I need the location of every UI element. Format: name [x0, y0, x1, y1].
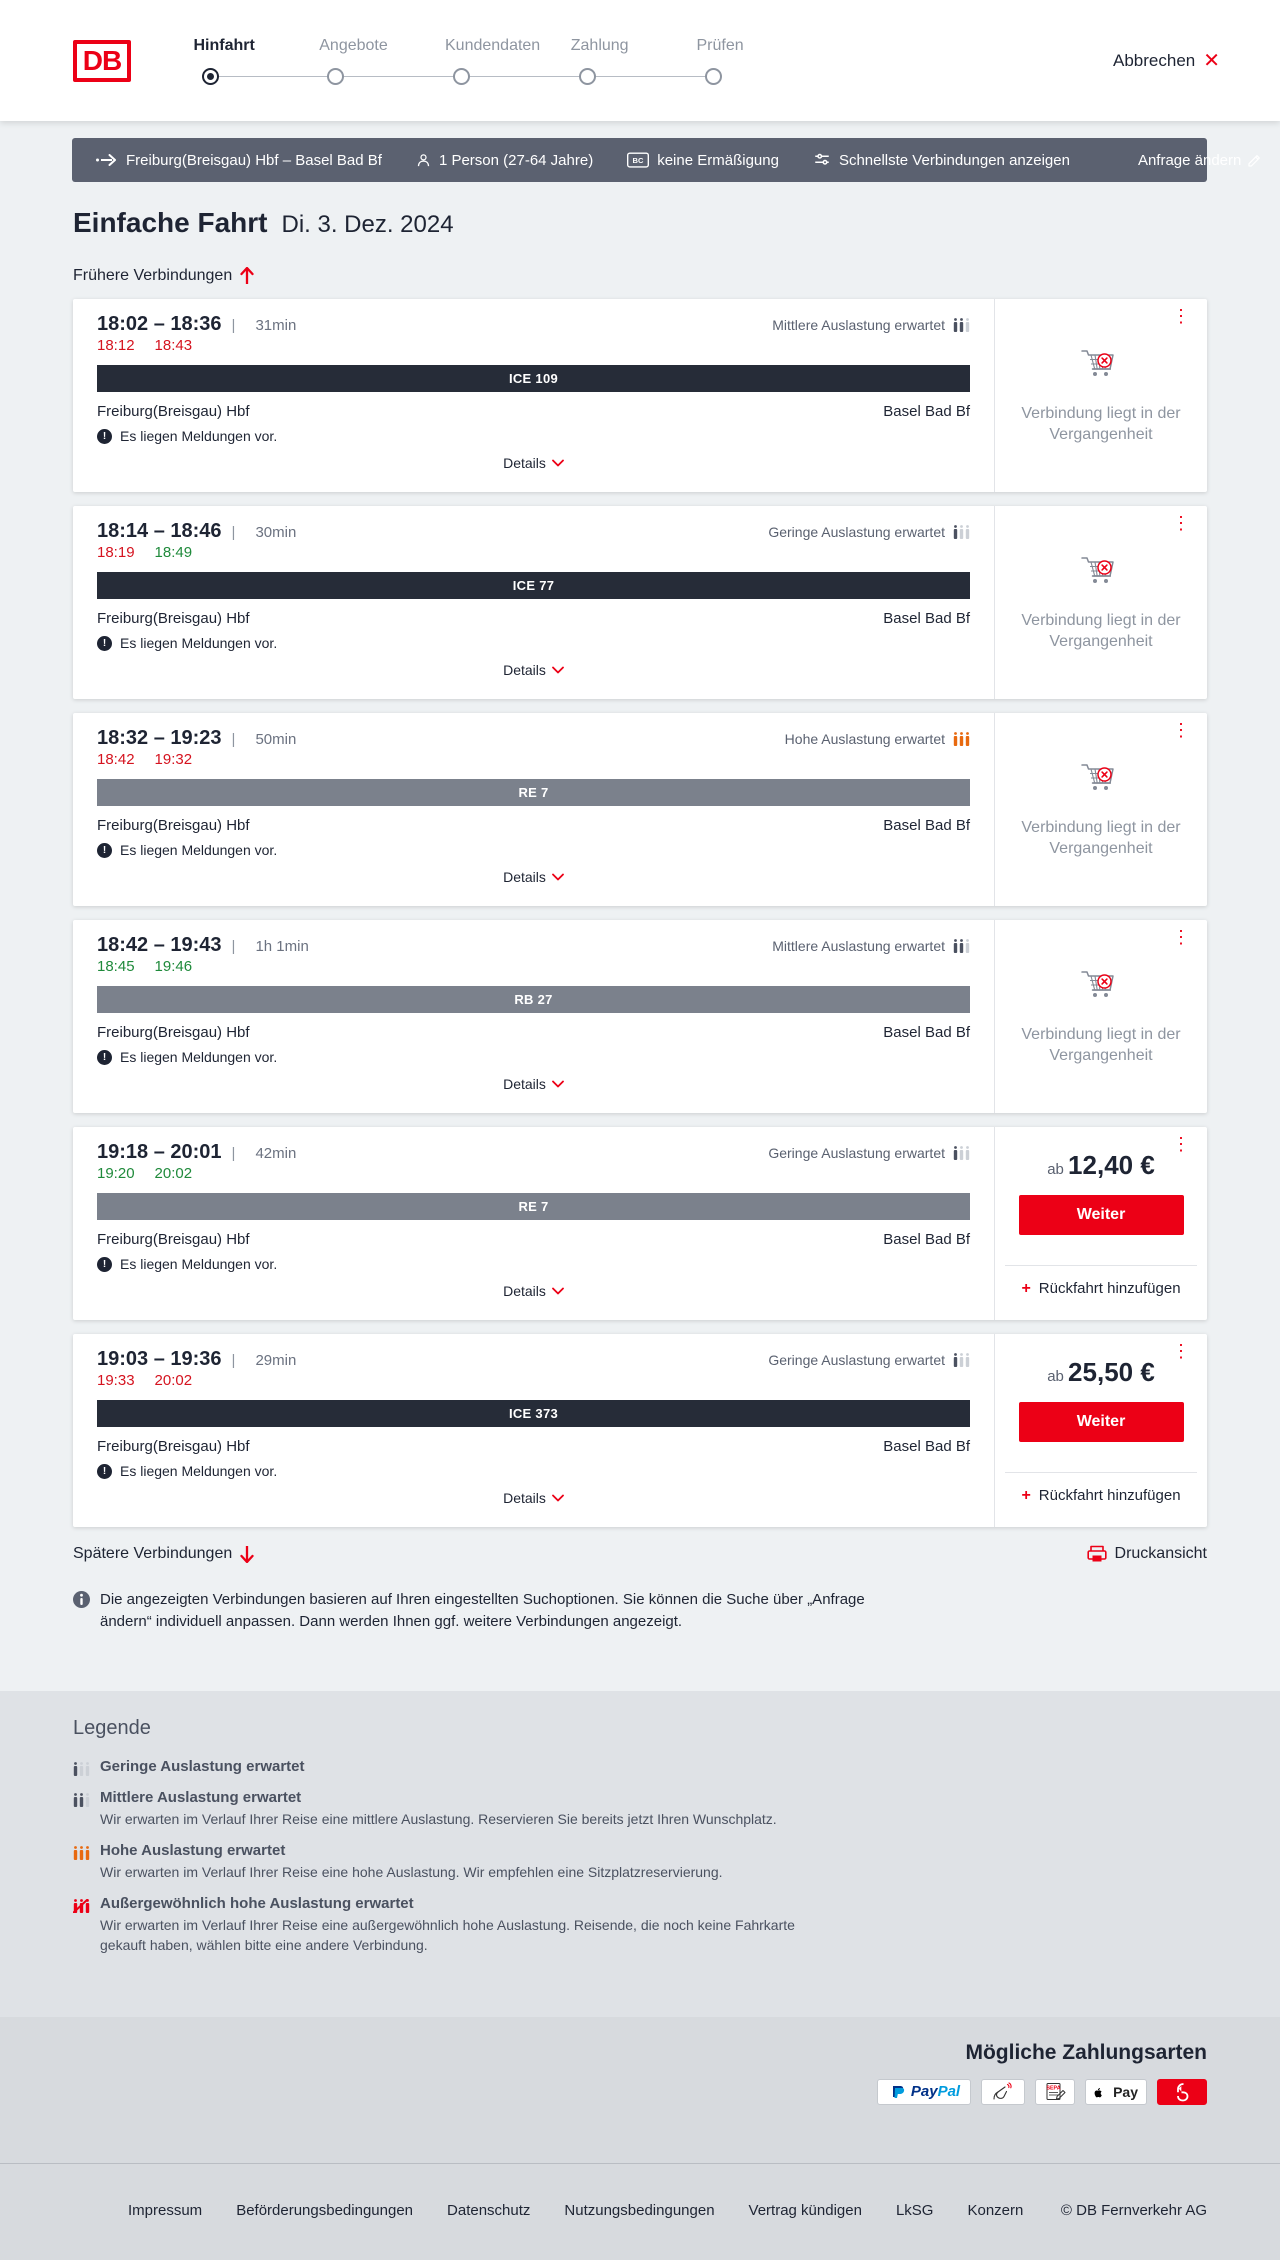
svg-text:BC: BC [633, 156, 644, 165]
svg-text:SEPA: SEPA [1047, 2085, 1061, 2091]
